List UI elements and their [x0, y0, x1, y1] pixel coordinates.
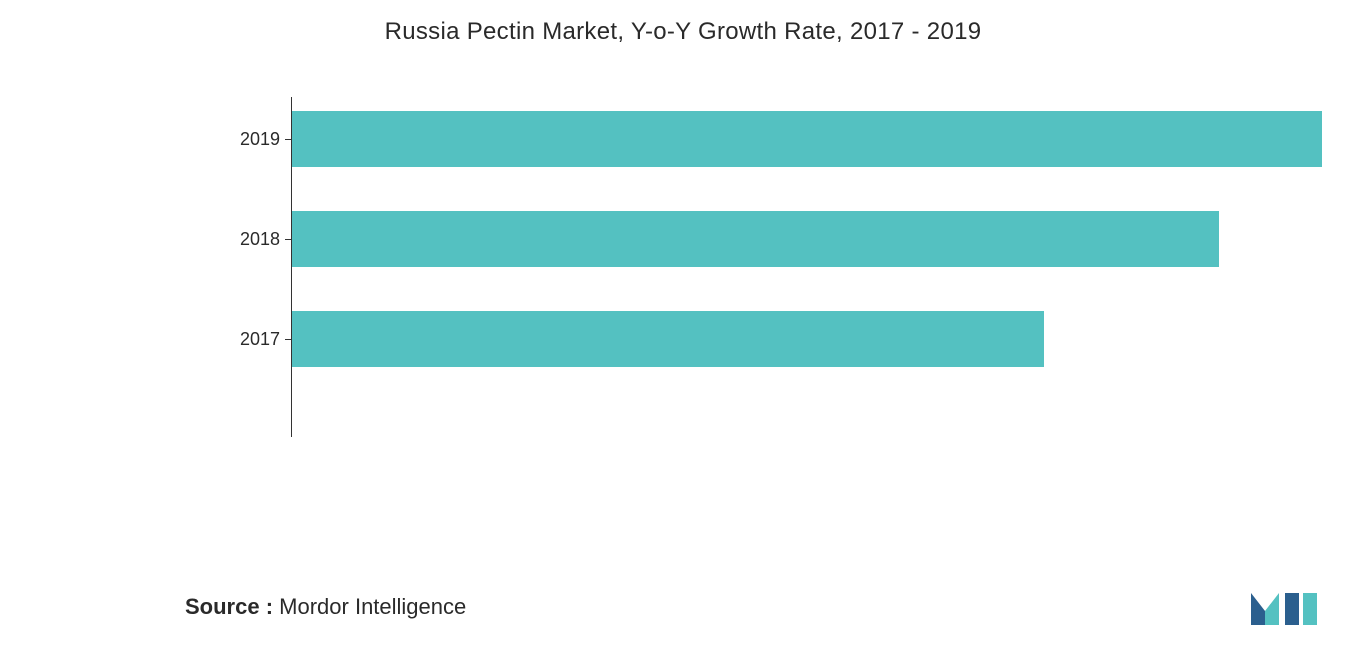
- chart-plot-area: 2019 2018 2017: [185, 105, 1335, 455]
- axis-tick: [285, 139, 292, 140]
- axis-tick: [285, 239, 292, 240]
- bar-2019: [292, 111, 1322, 167]
- chart-title: Russia Pectin Market, Y-o-Y Growth Rate,…: [0, 0, 1366, 46]
- source-attribution: Source : Mordor Intelligence: [185, 594, 466, 620]
- bar-label-2019: 2019: [230, 129, 280, 150]
- chart-footer: Source : Mordor Intelligence: [185, 587, 1321, 627]
- source-name: Mordor Intelligence: [279, 594, 466, 619]
- axis-tick: [285, 339, 292, 340]
- bar-2018: [292, 211, 1219, 267]
- bar-row-2019: 2019: [185, 105, 1335, 173]
- bar-row-2018: 2018: [185, 205, 1335, 273]
- mordor-logo-icon: [1249, 587, 1321, 627]
- bar-label-2018: 2018: [230, 229, 280, 250]
- bar-row-2017: 2017: [185, 305, 1335, 373]
- bar-label-2017: 2017: [230, 329, 280, 350]
- chart-container: Russia Pectin Market, Y-o-Y Growth Rate,…: [0, 0, 1366, 655]
- bar-2017: [292, 311, 1044, 367]
- source-label: Source :: [185, 594, 273, 619]
